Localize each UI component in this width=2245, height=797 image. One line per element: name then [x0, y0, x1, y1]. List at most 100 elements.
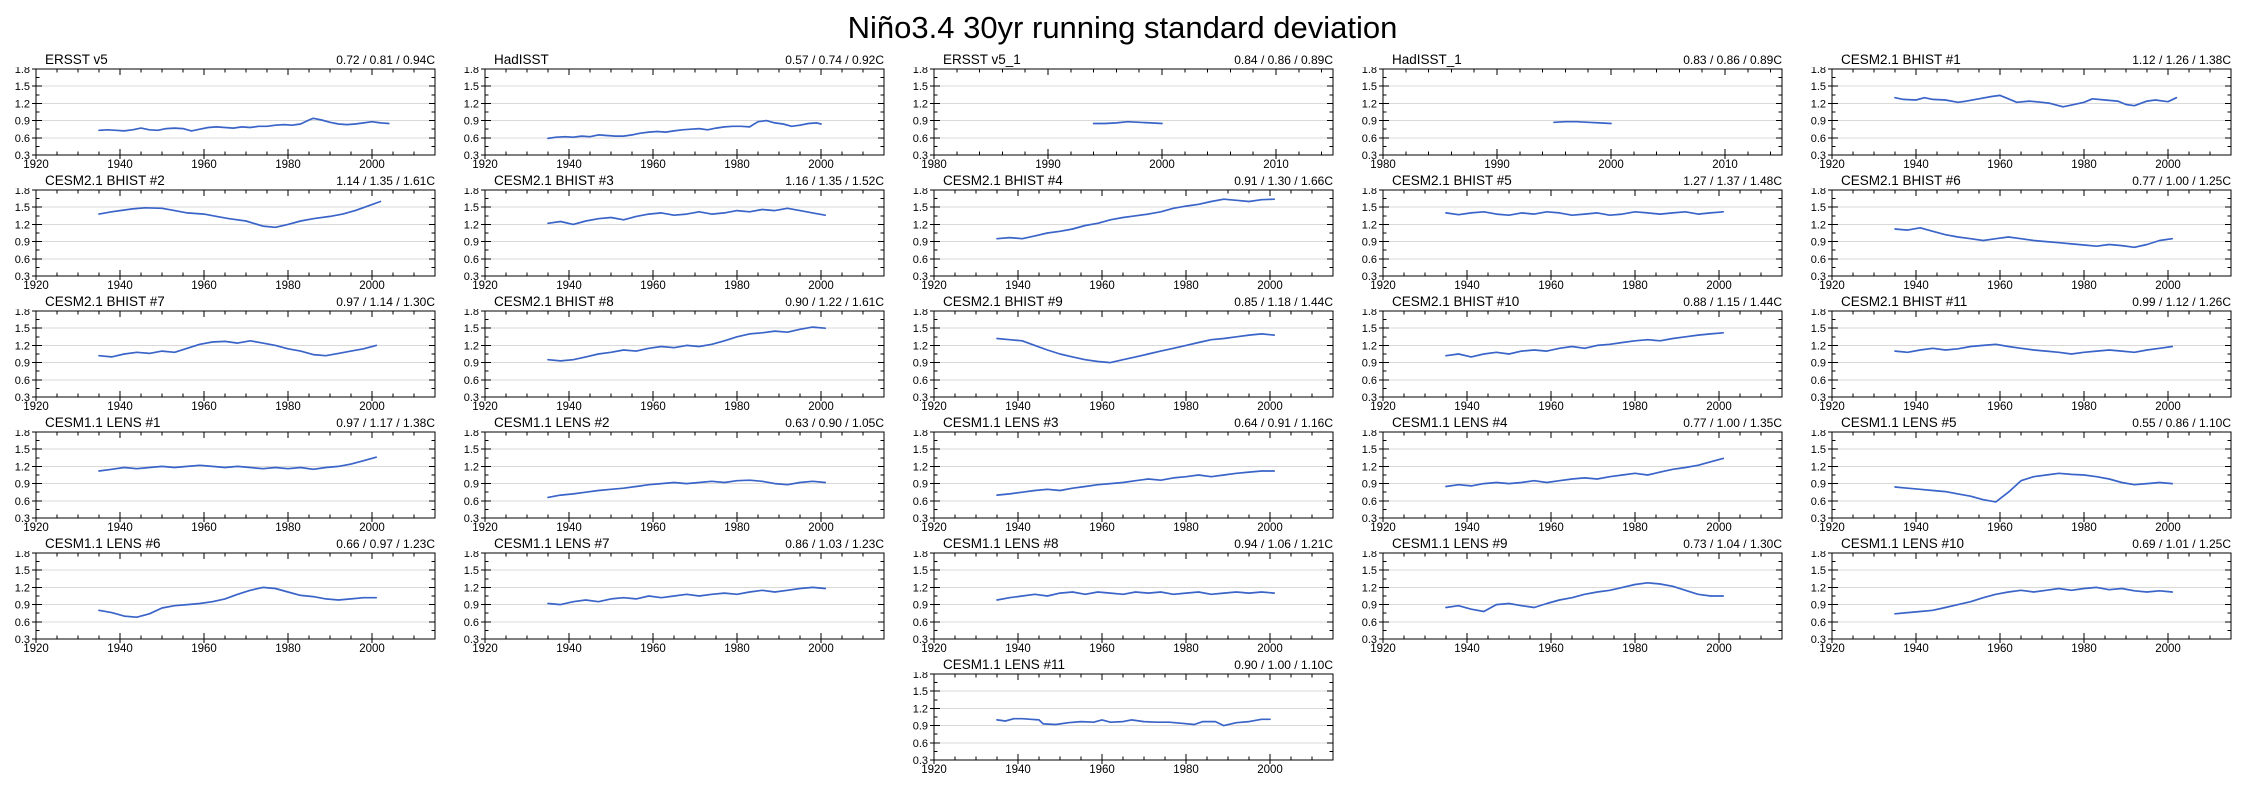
chart-stats-min-mean-max: 0.64 / 0.91 / 1.16C: [1234, 416, 1333, 430]
chart-panel: CESM1.1 LENS #5 0.55 / 0.86 / 1.10C 1920…: [1796, 415, 2245, 535]
svg-text:0.6: 0.6: [1811, 133, 1826, 145]
series-line: [1894, 472, 2174, 503]
svg-text:1960: 1960: [1089, 522, 1115, 534]
svg-text:0.3: 0.3: [15, 150, 30, 162]
svg-text:0.9: 0.9: [913, 116, 928, 128]
svg-text:1940: 1940: [556, 280, 582, 292]
svg-text:1.8: 1.8: [913, 67, 928, 76]
svg-text:0.9: 0.9: [15, 116, 30, 128]
chart-stats-min-mean-max: 0.91 / 1.30 / 1.66C: [1234, 174, 1333, 188]
svg-text:1940: 1940: [1903, 643, 1929, 655]
svg-text:1.2: 1.2: [913, 340, 928, 352]
chart-plot: 1920 1940 1960 1980 2000 0.3 0.6 0.9 1.2 1.5 1.8: [913, 551, 1334, 655]
svg-text:2000: 2000: [808, 159, 834, 171]
svg-text:1980: 1980: [275, 401, 301, 413]
svg-text:1940: 1940: [556, 401, 582, 413]
svg-text:1.2: 1.2: [15, 340, 30, 352]
svg-text:1920: 1920: [921, 522, 947, 534]
svg-text:1920: 1920: [23, 522, 49, 534]
svg-text:0.9: 0.9: [15, 479, 30, 491]
chart-stats-min-mean-max: 0.73 / 1.04 / 1.30C: [1683, 537, 1782, 551]
svg-text:1940: 1940: [1903, 159, 1929, 171]
svg-text:1.5: 1.5: [913, 202, 928, 214]
chart-title: CESM2.1 BHIST #3: [494, 173, 614, 188]
svg-text:1.8: 1.8: [15, 309, 30, 318]
chart-header: CESM2.1 BHIST #3 1.16 / 1.35 / 1.52C: [449, 173, 898, 188]
svg-text:0.3: 0.3: [464, 150, 479, 162]
svg-text:1980: 1980: [275, 522, 301, 534]
chart-plot: 1920 1940 1960 1980 2000 0.3 0.6 0.9 1.2 1.5 1.8: [15, 188, 436, 292]
chart-header: CESM1.1 LENS #9 0.73 / 1.04 / 1.30C: [1347, 536, 1796, 551]
series-line: [1894, 226, 2174, 249]
svg-text:2000: 2000: [359, 280, 385, 292]
svg-text:1.8: 1.8: [913, 188, 928, 197]
svg-text:0.9: 0.9: [464, 600, 479, 612]
chart-panel: CESM1.1 LENS #1 0.97 / 1.17 / 1.38C 1920…: [0, 415, 449, 535]
svg-text:0.9: 0.9: [913, 237, 928, 249]
svg-text:0.6: 0.6: [464, 254, 479, 266]
svg-text:2000: 2000: [1706, 401, 1732, 413]
svg-text:1980: 1980: [2071, 643, 2097, 655]
svg-text:1.2: 1.2: [1362, 219, 1377, 231]
svg-text:0.3: 0.3: [1811, 634, 1826, 646]
svg-text:0.6: 0.6: [15, 617, 30, 629]
svg-text:2000: 2000: [1257, 643, 1283, 655]
svg-text:1920: 1920: [472, 522, 498, 534]
svg-text:0.9: 0.9: [1811, 479, 1826, 491]
svg-text:1940: 1940: [1454, 522, 1480, 534]
svg-text:0.3: 0.3: [1811, 392, 1826, 404]
svg-text:1.8: 1.8: [15, 430, 30, 439]
svg-text:1990: 1990: [1484, 159, 1510, 171]
svg-text:1960: 1960: [1538, 401, 1564, 413]
chart-title: ERSST v5_1: [943, 52, 1021, 67]
svg-text:0.6: 0.6: [1362, 617, 1377, 629]
chart-title: CESM1.1 LENS #2: [494, 415, 610, 430]
svg-text:1.8: 1.8: [1811, 188, 1826, 197]
chart-stats-min-mean-max: 0.69 / 1.01 / 1.25C: [2132, 537, 2231, 551]
svg-text:1.5: 1.5: [913, 686, 928, 698]
svg-text:1.8: 1.8: [464, 309, 479, 318]
svg-text:0.9: 0.9: [1362, 358, 1377, 370]
svg-text:1960: 1960: [1538, 280, 1564, 292]
svg-text:0.6: 0.6: [464, 617, 479, 629]
series-line: [996, 591, 1276, 601]
chart-title: CESM2.1 BHIST #8: [494, 294, 614, 309]
series-line: [98, 117, 390, 132]
svg-text:1.5: 1.5: [913, 81, 928, 93]
svg-text:0.9: 0.9: [1811, 358, 1826, 370]
svg-text:1.2: 1.2: [1811, 219, 1826, 231]
svg-text:1.5: 1.5: [913, 565, 928, 577]
svg-text:1.5: 1.5: [1811, 565, 1826, 577]
svg-text:1990: 1990: [1035, 159, 1061, 171]
svg-text:1.5: 1.5: [1362, 202, 1377, 214]
chart-stats-min-mean-max: 0.77 / 1.00 / 1.25C: [2132, 174, 2231, 188]
chart-panel: CESM2.1 BHIST #2 1.14 / 1.35 / 1.61C 192…: [0, 173, 449, 293]
chart-stats-min-mean-max: 0.83 / 0.86 / 0.89C: [1683, 53, 1782, 67]
svg-text:1920: 1920: [1819, 643, 1845, 655]
svg-text:1.8: 1.8: [15, 551, 30, 560]
chart-title: CESM1.1 LENS #1: [45, 415, 161, 430]
svg-text:1960: 1960: [191, 643, 217, 655]
chart-stats-min-mean-max: 0.77 / 1.00 / 1.35C: [1683, 416, 1782, 430]
chart-title: CESM2.1 BHIST #5: [1392, 173, 1512, 188]
chart-stats-min-mean-max: 0.55 / 0.86 / 1.10C: [2132, 416, 2231, 430]
svg-text:1.8: 1.8: [913, 430, 928, 439]
svg-text:0.3: 0.3: [913, 755, 928, 767]
chart-stats-min-mean-max: 0.86 / 1.03 / 1.23C: [785, 537, 884, 551]
svg-text:1920: 1920: [1370, 522, 1396, 534]
svg-text:1960: 1960: [1987, 643, 2013, 655]
chart-plot: 1920 1940 1960 1980 2000 0.3 0.6 0.9 1.2 1.5 1.8: [15, 67, 436, 171]
svg-text:1940: 1940: [1005, 522, 1031, 534]
chart-plot: 1920 1940 1960 1980 2000 0.3 0.6 0.9 1.2 1.5 1.8: [1362, 551, 1783, 655]
svg-text:1920: 1920: [1370, 280, 1396, 292]
svg-text:1980: 1980: [1622, 643, 1648, 655]
svg-text:0.3: 0.3: [913, 271, 928, 283]
svg-text:1960: 1960: [191, 401, 217, 413]
svg-text:1.5: 1.5: [464, 565, 479, 577]
svg-text:1920: 1920: [1819, 280, 1845, 292]
svg-text:1940: 1940: [107, 280, 133, 292]
svg-text:0.3: 0.3: [1362, 392, 1377, 404]
chart-plot: 1980 1990 2000 2010 0.3 0.6 0.9 1.2 1.5 1.8: [1362, 67, 1783, 171]
svg-text:1980: 1980: [1622, 280, 1648, 292]
svg-text:1980: 1980: [275, 280, 301, 292]
